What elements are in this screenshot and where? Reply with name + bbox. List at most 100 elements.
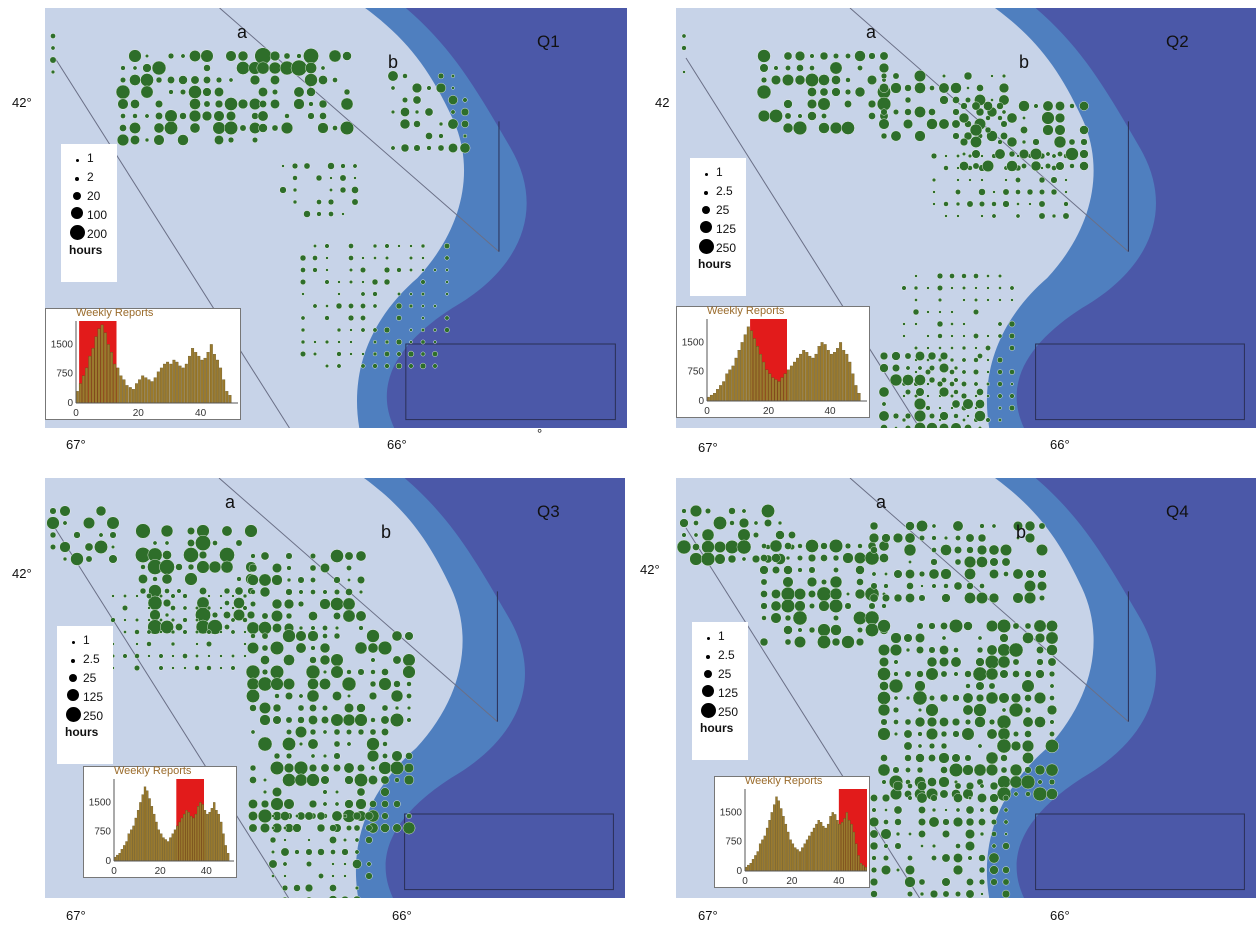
- effort-dot: [164, 540, 170, 546]
- effort-dot: [306, 861, 313, 868]
- effort-dot: [988, 592, 1000, 604]
- effort-dot: [269, 50, 281, 62]
- effort-dot: [231, 606, 235, 610]
- histogram-bar: [97, 328, 101, 404]
- histogram-bar: [206, 813, 209, 862]
- lon-label-67: 67°: [698, 440, 718, 455]
- histogram-bar: [183, 813, 186, 862]
- effort-dot: [190, 75, 200, 85]
- effort-dot: [155, 76, 163, 84]
- effort-dot: [793, 635, 806, 648]
- effort-dot: [324, 339, 330, 345]
- histogram-bar: [143, 786, 147, 862]
- effort-dot: [985, 115, 991, 121]
- effort-dot: [400, 107, 410, 117]
- effort-dot: [975, 399, 985, 409]
- effort-dot: [353, 176, 357, 180]
- effort-dot: [937, 285, 944, 292]
- effort-dot: [953, 377, 959, 383]
- effort-dot: [351, 198, 359, 206]
- effort-dot: [215, 76, 223, 84]
- effort-dot: [203, 76, 211, 84]
- effort-dot: [344, 702, 355, 713]
- effort-dot: [49, 507, 57, 515]
- legend-item: 2: [67, 167, 113, 186]
- effort-dot: [360, 267, 367, 274]
- effort-dot: [1001, 889, 1011, 898]
- effort-dot: [344, 775, 354, 785]
- effort-dot: [904, 412, 912, 420]
- effort-dot: [980, 154, 984, 158]
- effort-dot: [986, 358, 990, 362]
- effort-dot: [270, 677, 284, 691]
- effort-dot: [870, 582, 878, 590]
- effort-dot: [224, 624, 230, 630]
- effort-dot: [902, 334, 906, 338]
- effort-dot: [273, 752, 281, 760]
- effort-dot: [239, 124, 247, 132]
- effort-dot: [316, 811, 326, 821]
- effort-dot: [924, 369, 931, 376]
- effort-dot: [354, 641, 368, 655]
- effort-dot: [771, 553, 781, 563]
- effort-dot: [295, 814, 299, 818]
- effort-dot: [175, 563, 183, 571]
- effort-dot: [976, 84, 984, 92]
- effort-dot: [928, 646, 936, 654]
- effort-dot: [259, 100, 267, 108]
- effort-dot: [972, 162, 980, 170]
- effort-dot: [50, 33, 56, 39]
- effort-dot: [831, 75, 841, 85]
- effort-dot: [1016, 202, 1020, 206]
- effort-dot: [962, 322, 966, 326]
- histogram-bar: [812, 827, 816, 872]
- histogram-bar: [190, 815, 193, 862]
- effort-dot: [299, 279, 306, 286]
- effort-dot: [942, 73, 947, 78]
- effort-dot: [259, 714, 271, 726]
- effort-dot: [187, 539, 195, 547]
- effort-dot: [932, 202, 936, 206]
- effort-dot: [986, 298, 990, 302]
- y-tick-label: 0: [105, 856, 111, 867]
- effort-dot: [357, 668, 365, 676]
- effort-dot: [249, 764, 257, 772]
- effort-dot: [951, 753, 961, 763]
- effort-dot: [998, 274, 1003, 279]
- effort-dot: [329, 884, 337, 892]
- histogram-bar: [144, 377, 148, 404]
- effort-dot: [1037, 580, 1048, 591]
- effort-dot: [384, 351, 390, 357]
- histogram-bar: [805, 839, 809, 872]
- effort-dot: [912, 308, 920, 316]
- effort-dot: [420, 279, 426, 285]
- histogram-bar: [786, 369, 790, 402]
- effort-dot: [187, 563, 195, 571]
- point-b-label: b: [1019, 52, 1030, 72]
- effort-dot: [1024, 670, 1032, 678]
- effort-dot: [962, 286, 967, 291]
- x-tick-label: 20: [763, 406, 775, 417]
- effort-dot: [1026, 188, 1034, 196]
- histogram-bar: [125, 385, 129, 404]
- effort-dot: [236, 61, 250, 75]
- effort-dot: [402, 821, 416, 835]
- effort-dot: [208, 560, 222, 574]
- effort-dot: [1045, 151, 1051, 157]
- effort-dot: [179, 112, 187, 120]
- effort-dot: [170, 617, 176, 623]
- effort-dot: [830, 624, 842, 636]
- effort-dot: [402, 665, 416, 679]
- histogram-bar: [770, 812, 773, 872]
- histogram-bar: [166, 841, 170, 862]
- point-b-label: b: [1016, 522, 1027, 542]
- effort-dot: [936, 320, 944, 328]
- effort-dot: [714, 541, 727, 554]
- effort-dot: [914, 298, 918, 302]
- legend-dot: [696, 238, 716, 257]
- effort-dot: [878, 410, 890, 422]
- effort-dot: [997, 333, 1003, 339]
- effort-dot: [892, 532, 904, 544]
- effort-dot: [282, 861, 288, 867]
- effort-dot: [298, 741, 304, 747]
